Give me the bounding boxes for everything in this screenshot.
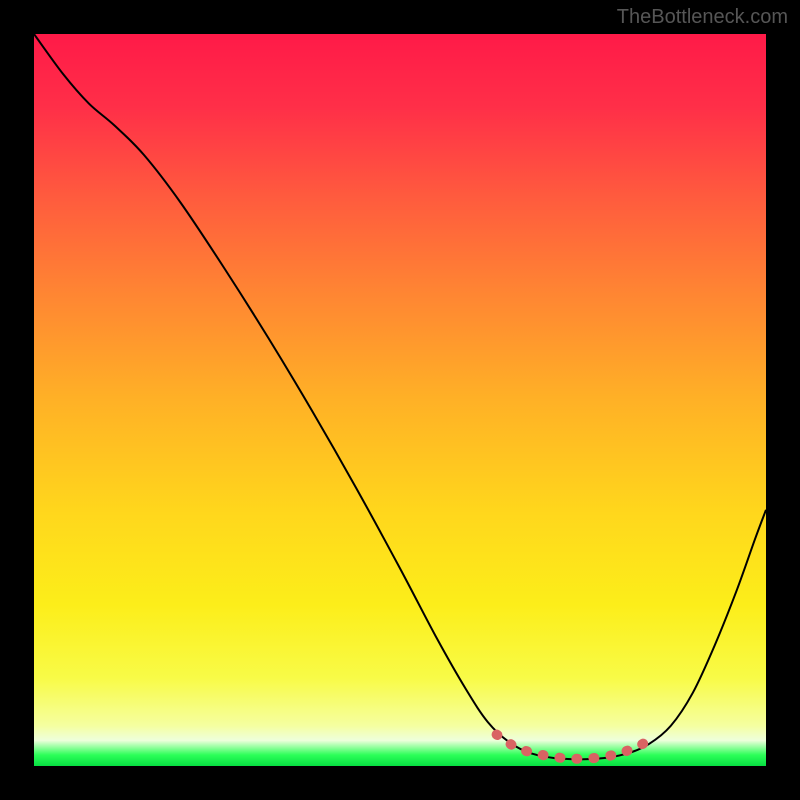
- chart-plot-area: [34, 34, 766, 766]
- optimal-range-marker: [497, 735, 653, 759]
- bottleneck-curve: [34, 34, 766, 759]
- watermark-text: TheBottleneck.com: [617, 6, 788, 29]
- chart-curve-layer: [34, 34, 766, 766]
